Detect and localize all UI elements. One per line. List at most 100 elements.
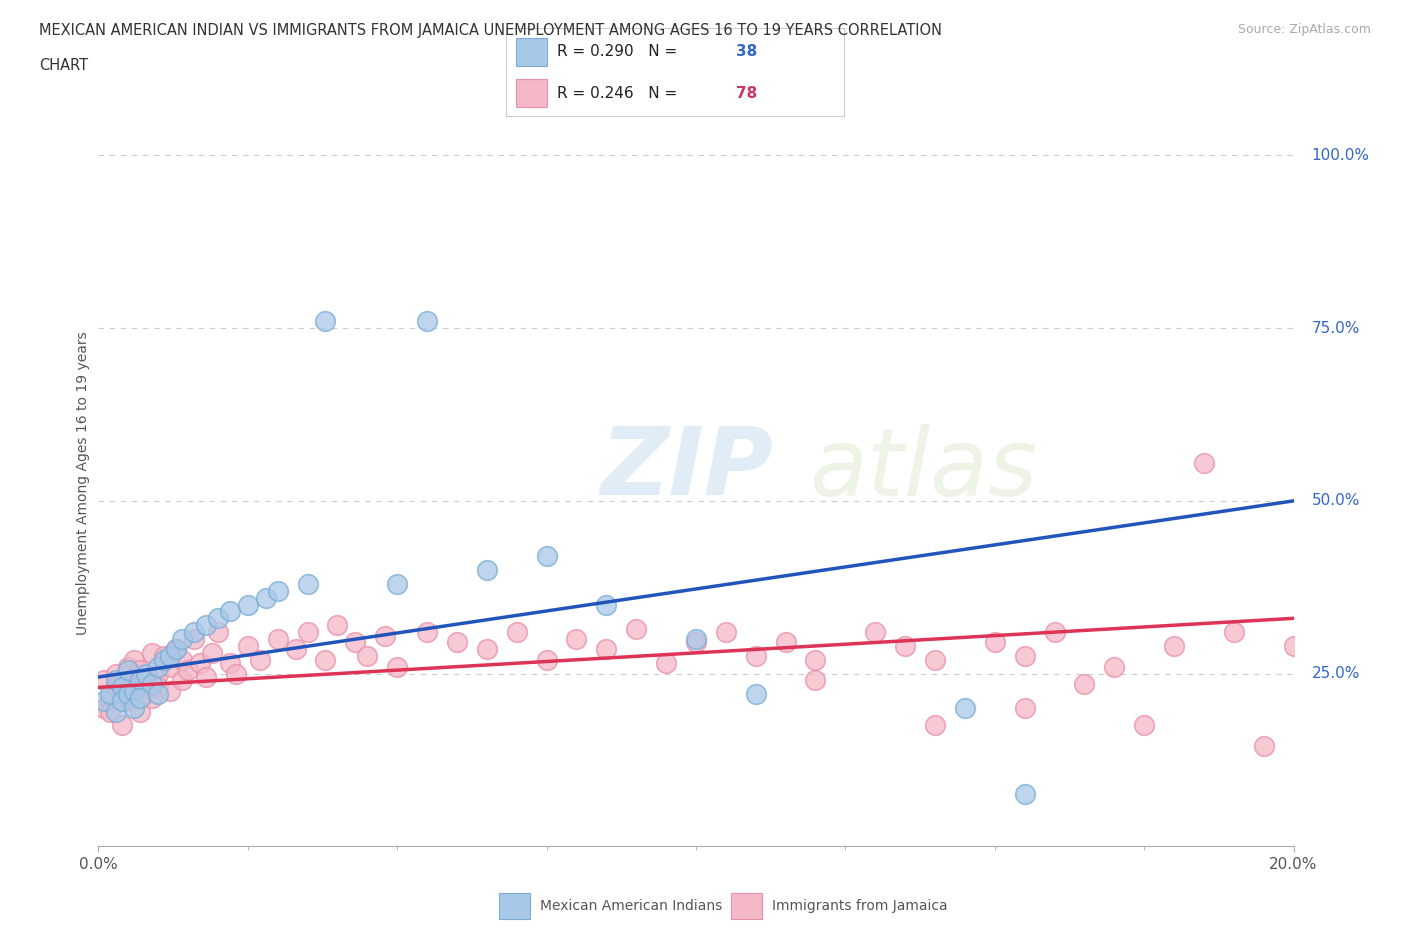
Point	[117, 663, 139, 678]
Point	[129, 680, 152, 695]
Point	[1192, 456, 1215, 471]
Point	[344, 635, 367, 650]
Y-axis label: Unemployment Among Ages 16 to 19 years: Unemployment Among Ages 16 to 19 years	[76, 332, 90, 635]
Point	[624, 621, 647, 636]
Point	[536, 549, 558, 564]
Point	[565, 631, 588, 646]
Point	[1253, 738, 1275, 753]
Point	[236, 597, 259, 612]
Point	[159, 684, 181, 698]
Bar	[516, 79, 547, 108]
Point	[105, 704, 128, 719]
Point	[1043, 625, 1066, 640]
Point	[1014, 649, 1036, 664]
Point	[745, 687, 768, 702]
Bar	[516, 37, 547, 66]
Point	[165, 642, 187, 657]
Point	[1133, 718, 1156, 733]
Point	[249, 652, 271, 667]
Point	[385, 659, 409, 674]
Point	[194, 670, 218, 684]
Point	[98, 704, 122, 719]
Point	[183, 631, 205, 646]
Point	[129, 673, 152, 688]
Point	[1073, 676, 1095, 691]
Point	[124, 652, 146, 667]
Point	[416, 625, 439, 640]
Point	[117, 687, 139, 702]
Text: atlas: atlas	[810, 423, 1038, 514]
Point	[141, 690, 163, 705]
Point	[148, 659, 170, 674]
Point	[141, 645, 163, 660]
Point	[225, 666, 247, 681]
Point	[117, 684, 139, 698]
Point	[135, 666, 157, 681]
Point	[177, 663, 200, 678]
Point	[267, 583, 290, 598]
Text: 100.0%: 100.0%	[1312, 148, 1369, 163]
Point	[93, 673, 115, 688]
Point	[135, 673, 157, 688]
Point	[685, 631, 707, 646]
Point	[356, 649, 378, 664]
Point	[775, 635, 797, 650]
Text: 50.0%: 50.0%	[1312, 494, 1360, 509]
Point	[159, 659, 181, 674]
Point	[124, 700, 146, 715]
Point	[315, 652, 337, 667]
Point	[194, 618, 218, 632]
Point	[595, 597, 617, 612]
Point	[1014, 700, 1036, 715]
Point	[93, 694, 115, 709]
Point	[475, 642, 498, 657]
Text: Source: ZipAtlas.com: Source: ZipAtlas.com	[1237, 23, 1371, 36]
Text: CHART: CHART	[39, 58, 89, 73]
Point	[219, 604, 242, 618]
Point	[284, 642, 307, 657]
Text: MEXICAN AMERICAN INDIAN VS IMMIGRANTS FROM JAMAICA UNEMPLOYMENT AMONG AGES 16 TO: MEXICAN AMERICAN INDIAN VS IMMIGRANTS FR…	[39, 23, 942, 38]
Point	[804, 652, 827, 667]
Point	[105, 673, 128, 688]
Text: 25.0%: 25.0%	[1312, 666, 1360, 681]
Point	[714, 625, 737, 640]
Point	[129, 690, 152, 705]
Point	[475, 563, 498, 578]
Point	[536, 652, 558, 667]
Point	[219, 656, 242, 671]
Point	[172, 652, 194, 667]
Point	[297, 577, 319, 591]
Point	[183, 625, 205, 640]
Point	[1282, 639, 1305, 654]
Point	[385, 577, 409, 591]
Point	[117, 694, 139, 709]
Point	[804, 673, 827, 688]
Point	[93, 700, 115, 715]
Point	[148, 666, 170, 681]
Point	[172, 631, 194, 646]
Point	[1163, 639, 1185, 654]
Text: ZIP: ZIP	[600, 423, 773, 515]
Text: Immigrants from Jamaica: Immigrants from Jamaica	[772, 898, 948, 913]
Point	[111, 690, 134, 705]
Point	[98, 687, 122, 702]
Point	[124, 676, 146, 691]
Text: 38: 38	[735, 45, 756, 60]
Text: R = 0.290   N =: R = 0.290 N =	[557, 45, 682, 60]
Point	[297, 625, 319, 640]
Point	[1104, 659, 1126, 674]
Point	[129, 663, 152, 678]
Point	[105, 666, 128, 681]
Point	[117, 659, 139, 674]
Point	[153, 652, 176, 667]
Point	[506, 625, 529, 640]
Text: 75.0%: 75.0%	[1312, 321, 1360, 336]
Point	[894, 639, 917, 654]
Point	[111, 718, 134, 733]
Point	[159, 649, 181, 664]
Point	[1223, 625, 1246, 640]
Point	[165, 642, 187, 657]
Point	[953, 700, 976, 715]
Point	[207, 625, 229, 640]
Point	[595, 642, 617, 657]
